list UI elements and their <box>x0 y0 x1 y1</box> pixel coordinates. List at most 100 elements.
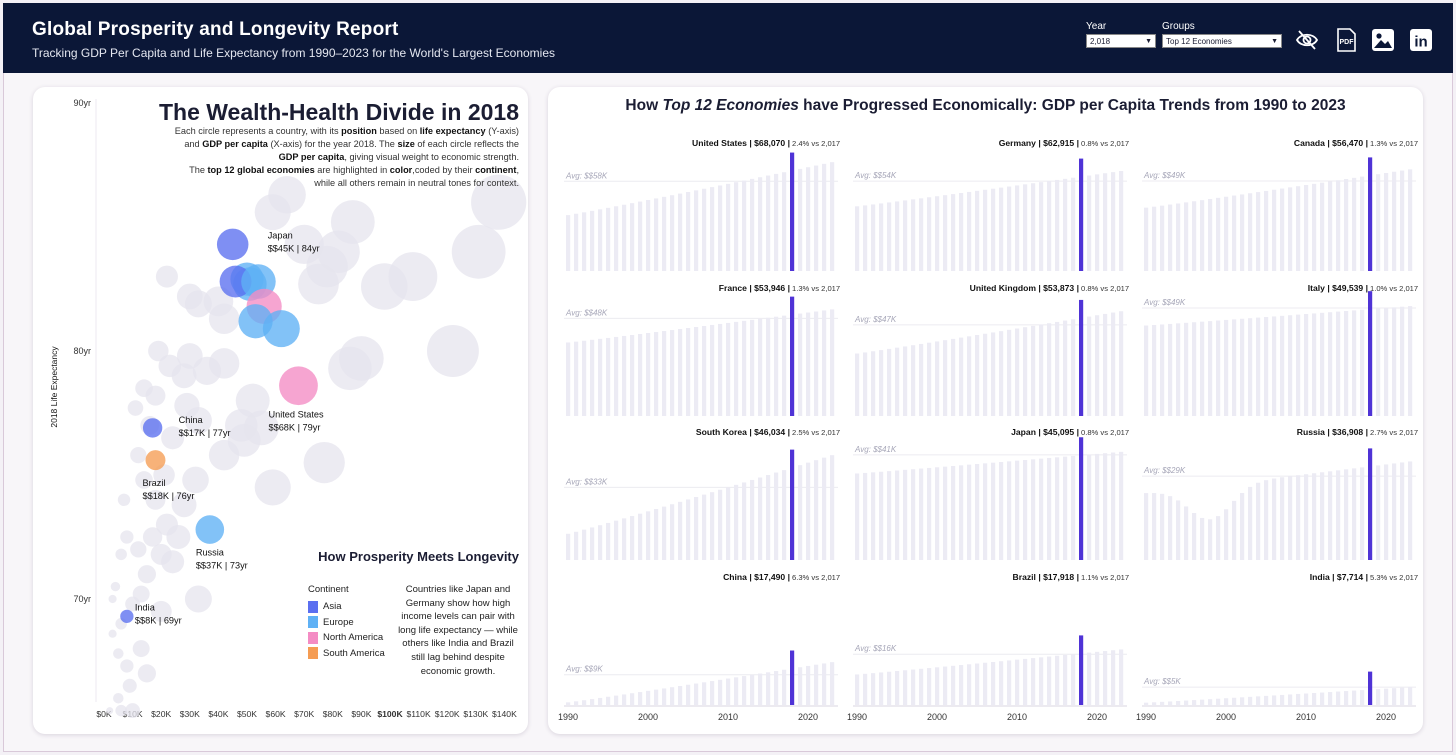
bar-year <box>1360 690 1365 705</box>
bar-year <box>951 665 956 705</box>
bar-year <box>654 508 659 560</box>
image-icon[interactable] <box>1370 27 1396 53</box>
bar-year <box>1224 196 1229 271</box>
bar-year <box>606 696 611 705</box>
eye-slash-icon[interactable] <box>1294 27 1320 53</box>
bar-year <box>1200 517 1205 560</box>
bar-year <box>710 492 715 560</box>
bar-year <box>1152 702 1157 705</box>
bar-year <box>734 677 739 705</box>
country-point-neutral <box>125 596 141 612</box>
description-run: life expectancy <box>419 126 486 136</box>
bar-year <box>822 457 827 560</box>
groups-select[interactable]: Top 12 Economies ▼ <box>1162 34 1282 48</box>
panel-label: Japan | $45,095 | <box>1011 427 1079 437</box>
description-line: GDP per capita, giving visual weight to … <box>123 151 519 164</box>
bar-year <box>766 175 771 271</box>
bar-year <box>1312 183 1317 271</box>
country-point-neutral <box>108 594 117 604</box>
panel-pct-change: 1.1% vs 2,017 <box>1081 573 1129 582</box>
bar-year <box>1208 519 1213 560</box>
country-point-neutral <box>145 489 166 510</box>
bar-year <box>991 661 996 705</box>
bar-year <box>1152 324 1157 416</box>
x-tick-label: $90K <box>351 709 371 719</box>
bar-year <box>863 673 868 705</box>
country-point-neutral <box>254 469 291 506</box>
bar-year <box>678 501 683 560</box>
bar-year <box>702 325 707 416</box>
bar-year <box>1328 692 1333 705</box>
bar-year <box>951 338 956 416</box>
bar-year <box>1352 468 1357 560</box>
country-point-neutral <box>115 704 127 717</box>
bar-year <box>598 209 603 271</box>
country-point-neutral <box>117 493 131 507</box>
x-tick-label: 1990 <box>558 712 578 722</box>
bar-highlight-2018 <box>790 152 795 271</box>
bar-year <box>774 316 779 416</box>
bar-year <box>590 699 595 705</box>
bar-year <box>1095 174 1100 271</box>
bar-year <box>1296 693 1301 705</box>
bar-year <box>1384 688 1389 705</box>
linkedin-icon[interactable]: in <box>1408 27 1434 53</box>
bar-year <box>1400 687 1405 705</box>
country-point-neutral <box>108 629 117 638</box>
description-line: The top 12 global economies are highligh… <box>123 164 519 177</box>
country-point-neutral <box>127 400 144 416</box>
bar-year <box>1103 651 1108 705</box>
bar-year <box>1304 474 1309 560</box>
bar-year <box>566 533 571 560</box>
bar-year <box>814 460 819 560</box>
panel-label: South Korea | $46,034 | <box>696 427 790 437</box>
bar-year <box>1224 698 1229 705</box>
bar-year <box>919 668 924 705</box>
bar-year <box>590 527 595 560</box>
bar-year <box>662 506 667 560</box>
average-label: Avg: $$16K <box>854 644 897 653</box>
bar-year <box>999 661 1004 705</box>
bar-year <box>646 200 651 271</box>
bar-year <box>670 195 675 271</box>
bar-year <box>782 172 787 271</box>
bar-year <box>1055 655 1060 705</box>
bar-year <box>614 695 619 705</box>
pdf-icon[interactable]: PDF <box>1333 27 1359 53</box>
bar-year <box>1328 181 1333 271</box>
bar-year <box>614 520 619 560</box>
bar-year <box>638 513 643 560</box>
average-label: Avg: $$49K <box>1143 298 1186 307</box>
bar-year <box>959 465 964 560</box>
bar-year <box>814 311 819 416</box>
bar-year <box>1176 500 1181 560</box>
bar-year <box>1248 318 1253 416</box>
bar-year <box>1400 306 1405 416</box>
bar-year <box>1015 185 1020 271</box>
country-point-neutral <box>298 263 339 305</box>
year-select[interactable]: 2,018 ▼ <box>1086 34 1156 48</box>
bar-year <box>758 177 763 271</box>
bar-highlight-2018 <box>790 650 795 705</box>
bar-year <box>670 504 675 560</box>
bar-year <box>566 342 571 416</box>
panel-pct-change: 6.3% vs 2,017 <box>792 573 840 582</box>
bar-year <box>1071 654 1076 705</box>
bar-year <box>734 182 739 271</box>
bar-year <box>1304 185 1309 271</box>
bar-year <box>678 685 683 705</box>
bar-year <box>1264 695 1269 705</box>
legend-swatch <box>308 647 318 660</box>
description-run: GDP per capita <box>202 139 268 149</box>
x-tick-label: $70K <box>294 709 314 719</box>
bar-year <box>606 337 611 416</box>
bar-year <box>1280 188 1285 271</box>
bar-year <box>983 189 988 271</box>
bar-year <box>1063 178 1068 271</box>
bar-year <box>871 673 876 705</box>
bar-year <box>694 683 699 705</box>
bar-year <box>1408 461 1413 560</box>
bar-year <box>911 345 916 416</box>
point-label-value: $$45K | 84yr <box>268 243 320 253</box>
